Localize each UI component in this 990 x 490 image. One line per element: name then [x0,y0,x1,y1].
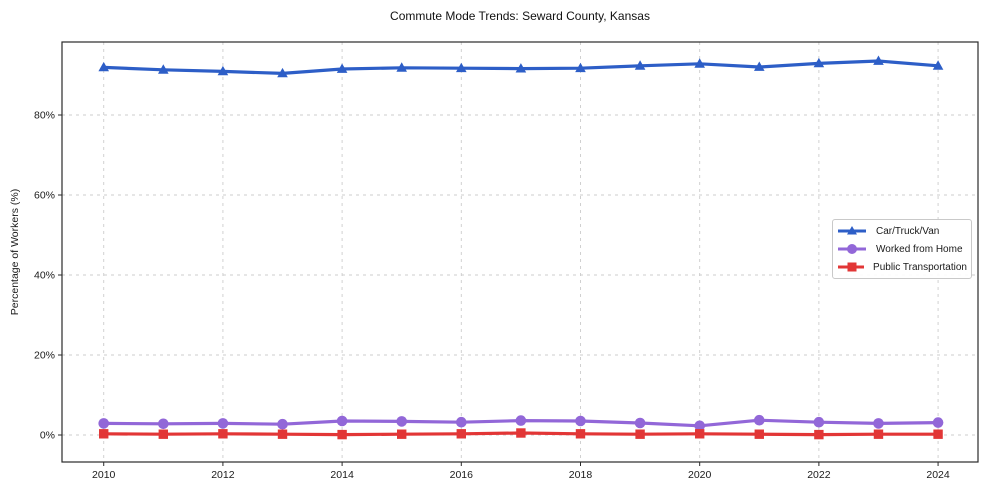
x-tick-label-2018: 2018 [569,469,593,481]
y-tick-label-80%: 80% [34,110,55,122]
data-point-public-transportation-2024 [933,429,943,439]
x-tick-label-2024: 2024 [926,469,950,481]
x-tick-label-2020: 2020 [688,469,712,481]
y-tick-label-0%: 0% [40,430,55,442]
legend-marker-circle-icon [838,244,866,254]
data-point-worked-from-home-2010 [98,418,110,429]
data-point-car-truck-van-2011 [158,64,169,74]
data-point-worked-from-home-2019 [634,417,646,429]
data-point-public-transportation-2016 [456,429,466,439]
data-point-public-transportation-2017 [516,428,526,438]
data-point-worked-from-home-2024 [932,417,944,428]
data-point-public-transportation-2012 [218,429,228,439]
x-tick-label-2022: 2022 [807,469,831,481]
y-tick-label-20%: 20% [34,350,55,362]
data-point-public-transportation-2018 [575,429,586,439]
y-tick-label-40%: 40% [34,270,55,282]
data-point-car-truck-van-2010 [98,61,110,72]
legend-marker-square-icon [838,262,865,272]
data-point-worked-from-home-2018 [575,415,586,427]
data-point-car-truck-van-2014 [336,63,348,73]
data-point-public-transportation-2011 [158,429,169,439]
data-point-public-transportation-2014 [337,429,347,440]
data-point-car-truck-van-2021 [753,61,765,71]
legend-marker-triangle-icon [838,226,866,235]
data-point-car-truck-van-2017 [515,63,527,73]
data-point-worked-from-home-2016 [455,416,467,428]
data-point-public-transportation-2015 [397,429,407,439]
series-car-truck-van [98,55,944,78]
data-point-worked-from-home-2011 [158,418,169,430]
series-public-transportation [99,428,943,440]
x-tick-label-2014: 2014 [330,469,354,481]
data-point-public-transportation-2020 [694,429,705,439]
data-point-car-truck-van-2022 [813,57,825,68]
data-point-worked-from-home-2015 [396,416,408,427]
data-point-car-truck-van-2016 [455,62,467,73]
data-point-car-truck-van-2020 [694,58,705,68]
data-point-worked-from-home-2014 [336,415,348,427]
data-point-car-truck-van-2015 [396,62,408,72]
data-point-car-truck-van-2018 [575,62,586,73]
legend-square-glyph [847,262,857,272]
series-worked-from-home [98,414,944,432]
data-point-public-transportation-2010 [99,429,109,439]
data-point-car-truck-van-2012 [217,65,229,76]
legend-label: Car/Truck/Van [876,225,940,237]
data-point-public-transportation-2021 [754,429,764,439]
legend-item-public-transportation: Public Transportation [837,258,967,276]
legend-item-worked-from-home: Worked from Home [837,240,967,258]
data-point-public-transportation-2013 [277,429,288,439]
chart-title: Commute Mode Trends: Seward County, Kans… [390,9,650,23]
data-point-car-truck-van-2019 [634,60,646,70]
data-point-public-transportation-2022 [814,429,824,440]
data-point-worked-from-home-2012 [217,418,229,429]
legend-label: Public Transportation [873,261,967,273]
data-point-worked-from-home-2020 [694,420,705,432]
data-point-worked-from-home-2023 [873,418,884,429]
data-point-worked-from-home-2021 [753,414,765,426]
data-point-car-truck-van-2023 [873,55,884,65]
legend-item-car-truck-van: Car/Truck/Van [837,222,967,240]
data-point-worked-from-home-2017 [515,415,527,426]
data-point-worked-from-home-2022 [813,416,825,428]
legend-label: Worked from Home [876,243,963,255]
data-point-public-transportation-2023 [873,429,884,439]
data-point-public-transportation-2019 [635,429,645,439]
x-tick-label-2016: 2016 [450,469,474,481]
legend-circle-glyph [847,244,857,254]
data-point-worked-from-home-2013 [277,418,288,430]
legend-triangle-glyph [847,226,857,235]
data-point-car-truck-van-2013 [277,67,288,78]
data-point-car-truck-van-2024 [932,60,944,70]
legend-box: Car/Truck/Van Worked from Home Public Tran… [832,219,972,279]
y-tick-label-60%: 60% [34,190,55,202]
x-tick-label-2012: 2012 [211,469,235,481]
x-tick-label-2010: 2010 [92,469,116,481]
plot-frame [61,41,979,463]
